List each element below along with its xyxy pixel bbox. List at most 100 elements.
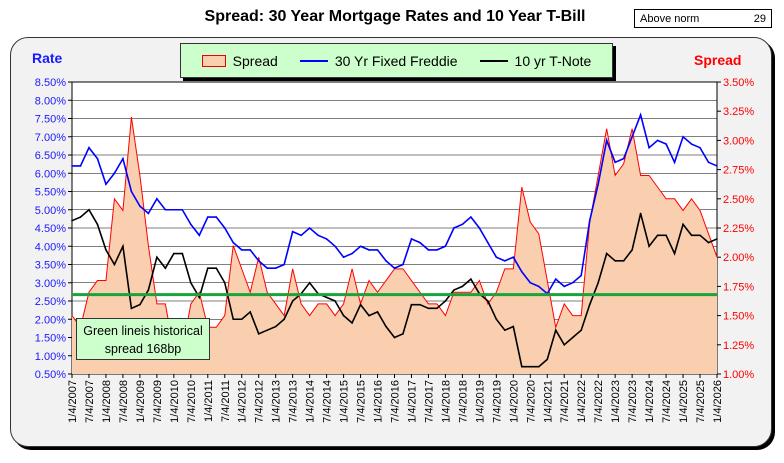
y-tick-label-left: 7.50% bbox=[35, 114, 66, 126]
x-tick-label: 1/4/2014 bbox=[305, 380, 317, 423]
x-tick-label: 7/4/2010 bbox=[186, 380, 198, 423]
right-axis-title: Spread bbox=[694, 52, 742, 68]
tnote-swatch bbox=[479, 59, 508, 62]
data-point bbox=[206, 267, 209, 269]
data-point bbox=[716, 165, 718, 167]
data-point bbox=[181, 252, 184, 255]
x-tick-label: 1/4/2007 bbox=[67, 380, 79, 423]
data-point bbox=[461, 285, 464, 288]
data-point bbox=[359, 303, 362, 306]
y-tick-label-left: 6.00% bbox=[35, 168, 66, 180]
data-point bbox=[495, 318, 498, 321]
x-tick-label: 7/4/2012 bbox=[254, 380, 266, 423]
data-point bbox=[580, 274, 583, 277]
data-point bbox=[419, 241, 421, 244]
above-norm-box: Above norm 29 bbox=[634, 9, 772, 28]
left-axis-title: Rate bbox=[32, 50, 63, 66]
data-point bbox=[427, 307, 430, 310]
data-point bbox=[402, 333, 404, 335]
data-point bbox=[563, 285, 566, 288]
data-point bbox=[665, 143, 667, 145]
data-point bbox=[385, 260, 387, 262]
y-tick-label-left: 8.00% bbox=[35, 95, 66, 107]
y-tick-label-left: 2.50% bbox=[35, 296, 66, 308]
data-point bbox=[368, 249, 370, 251]
legend-mortgage: 30 Yr Fixed Freddie bbox=[299, 52, 458, 69]
data-point bbox=[529, 365, 532, 368]
data-point bbox=[317, 234, 319, 237]
data-point bbox=[257, 333, 260, 335]
data-point bbox=[648, 146, 650, 149]
data-point bbox=[206, 216, 209, 218]
y-tick-label-left: 3.00% bbox=[35, 278, 66, 290]
data-point bbox=[656, 139, 659, 142]
data-point bbox=[79, 165, 82, 167]
data-point bbox=[249, 311, 252, 313]
x-tick-label: 1/4/2022 bbox=[576, 380, 588, 423]
x-tick-label: 1/4/2008 bbox=[101, 380, 113, 423]
data-point bbox=[232, 318, 235, 321]
data-point bbox=[113, 263, 116, 266]
x-tick-label: 1/4/2012 bbox=[237, 380, 249, 423]
y-tick-label-right: 1.00% bbox=[723, 369, 754, 381]
x-tick-label: 1/4/2026 bbox=[712, 380, 724, 423]
data-point bbox=[487, 300, 489, 302]
x-tick-label: 7/4/2014 bbox=[322, 380, 334, 423]
data-point bbox=[537, 285, 540, 288]
data-point bbox=[223, 281, 226, 284]
data-point bbox=[427, 249, 430, 251]
x-tick-label: 1/4/2018 bbox=[440, 380, 452, 423]
x-tick-label: 7/4/2024 bbox=[661, 380, 673, 423]
data-point bbox=[410, 238, 413, 240]
data-point bbox=[198, 234, 201, 237]
data-point bbox=[436, 249, 438, 251]
x-tick-label: 7/4/2020 bbox=[525, 380, 537, 423]
data-point bbox=[512, 256, 515, 259]
data-point bbox=[487, 241, 489, 244]
data-point bbox=[88, 208, 90, 211]
data-point bbox=[342, 314, 345, 317]
data-point bbox=[105, 249, 107, 251]
data-point bbox=[190, 281, 192, 284]
data-point bbox=[444, 245, 447, 248]
data-point bbox=[130, 190, 133, 193]
x-tick-label: 1/4/2015 bbox=[339, 380, 351, 423]
data-point bbox=[436, 307, 438, 310]
mortgage-swatch bbox=[299, 59, 328, 62]
data-point bbox=[71, 219, 73, 222]
data-point bbox=[385, 325, 387, 328]
data-point bbox=[571, 336, 574, 339]
data-point bbox=[266, 329, 268, 332]
data-point bbox=[605, 139, 608, 142]
data-point bbox=[648, 245, 650, 248]
data-point bbox=[588, 303, 591, 306]
x-tick-label: 7/4/2016 bbox=[390, 380, 402, 423]
data-point bbox=[164, 208, 167, 211]
x-tick-label: 1/4/2013 bbox=[271, 380, 283, 423]
data-point bbox=[537, 365, 540, 368]
y-tick-label-right: 2.25% bbox=[723, 223, 754, 235]
data-point bbox=[96, 157, 99, 160]
data-point bbox=[223, 227, 226, 229]
data-point bbox=[139, 205, 141, 207]
data-point bbox=[707, 241, 710, 244]
data-point bbox=[232, 241, 235, 244]
data-point bbox=[605, 252, 608, 255]
data-point bbox=[249, 249, 252, 251]
spread-swatch bbox=[201, 54, 226, 67]
data-point bbox=[495, 256, 498, 259]
data-point bbox=[639, 212, 642, 215]
data-point bbox=[198, 296, 201, 299]
data-point bbox=[215, 267, 218, 269]
data-point bbox=[88, 146, 90, 149]
data-point bbox=[504, 260, 506, 262]
data-point bbox=[453, 227, 455, 229]
data-point bbox=[393, 336, 396, 339]
data-point bbox=[529, 281, 532, 284]
data-point bbox=[266, 267, 268, 269]
legend-label: 10 yr T-Note bbox=[514, 52, 592, 69]
data-point bbox=[130, 307, 133, 310]
legend-label: 30 Yr Fixed Freddie bbox=[334, 52, 458, 69]
x-tick-label: 1/4/2011 bbox=[203, 380, 215, 422]
spread-area bbox=[72, 117, 717, 374]
